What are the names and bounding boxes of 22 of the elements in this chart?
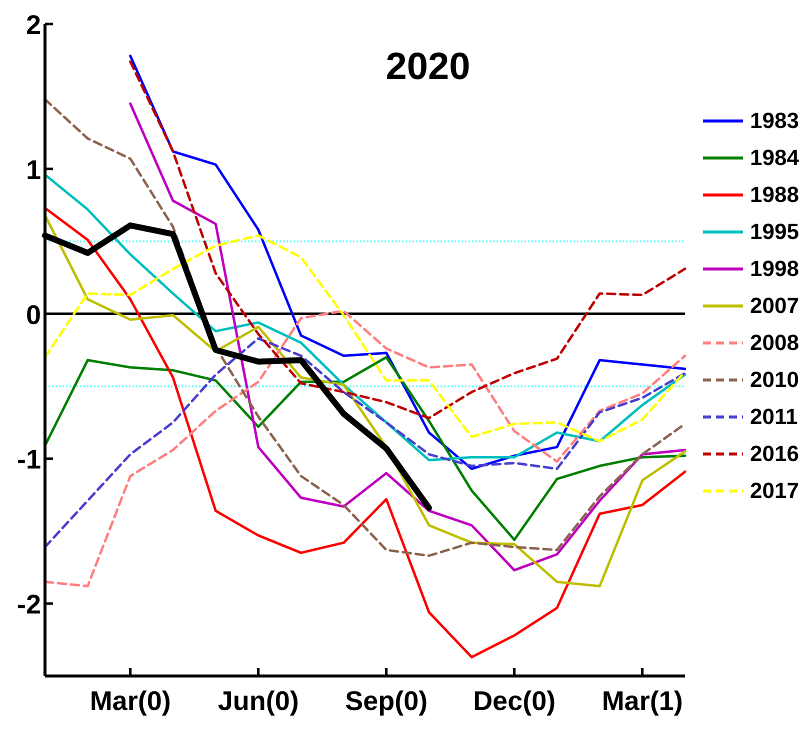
legend-label: 1988 [750,182,799,208]
x-tick-label: Mar(0) [90,686,171,716]
legend-label: 1998 [750,256,799,282]
legend-label: 2017 [750,478,799,504]
legend-label: 1983 [750,108,799,134]
y-tick-label: 2 [26,10,41,40]
y-tick-label: -2 [16,590,41,620]
y-tick-label: 0 [26,300,41,330]
text: 2020 [384,46,472,89]
legend-label: 1995 [750,219,799,245]
y-tick-label: -1 [16,444,41,475]
legend-label: 2008 [750,330,799,356]
x-tick-label: Mar(1) [602,686,683,716]
legend-label: 2011 [750,404,798,430]
x-tick-label: Jun(0) [218,686,299,716]
legend-label: 1984 [750,145,799,171]
legend-label: 2016 [750,441,799,467]
x-tick-label: Sep(0) [345,686,428,716]
legend-label: 2010 [750,367,799,393]
x-tick-label: Dec(0) [473,686,556,716]
legend-label: 2007 [750,293,799,319]
y-tick-label: 1 [26,154,41,185]
